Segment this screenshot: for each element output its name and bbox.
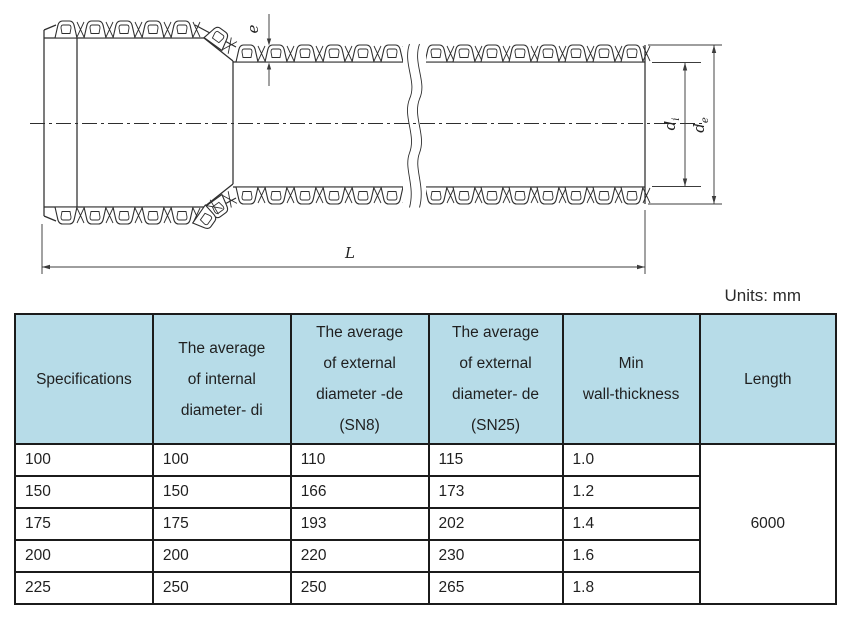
- cell-length: 6000: [698, 443, 838, 605]
- cell-spec: 150: [14, 475, 154, 509]
- dimension-length: L: [41, 210, 646, 274]
- cell-di: 200: [151, 539, 292, 573]
- cell-de-sn25: 173: [427, 475, 564, 509]
- header-specifications: Specifications: [14, 313, 154, 445]
- cell-wall: 1.6: [561, 539, 701, 573]
- specification-table: Specifications The average of internal d…: [14, 313, 838, 605]
- cell-di: 150: [151, 475, 292, 509]
- cell-wall: 1.8: [561, 571, 701, 605]
- cell-di: 250: [151, 571, 292, 605]
- cell-wall: 1.4: [561, 507, 701, 541]
- cell-spec: 175: [14, 507, 154, 541]
- table-row: 150 150 166 173 1.2: [14, 475, 836, 509]
- cell-spec: 200: [14, 539, 154, 573]
- dim-de-label: de: [690, 117, 711, 133]
- cell-de-sn25: 230: [427, 539, 564, 573]
- table-header-row: Specifications The average of internal d…: [14, 313, 838, 445]
- cell-de-sn8: 220: [289, 539, 430, 573]
- cell-wall: 1.0: [561, 443, 701, 477]
- dim-di-label: di: [661, 118, 682, 131]
- header-length: Length: [698, 313, 838, 445]
- dim-e-label: e: [244, 24, 262, 33]
- table-row: 100 100 110 115 1.0 6000: [14, 443, 838, 605]
- cell-de-sn25: 202: [427, 507, 564, 541]
- cell-di: 175: [151, 507, 292, 541]
- pipe-taper: [192, 23, 239, 234]
- table-row: 225 250 250 265 1.8: [14, 571, 836, 605]
- header-external-diameter-sn8: The average of external diameter -de (SN…: [289, 313, 430, 445]
- cell-spec: 225: [14, 571, 154, 605]
- cell-de-sn8: 250: [289, 571, 430, 605]
- pipe-technical-drawing: e di de L: [30, 14, 722, 274]
- units-label: Units: mm: [724, 286, 802, 305]
- pipe-body: [233, 44, 651, 205]
- pipe-socket: [43, 20, 204, 225]
- dimension-di: di: [652, 62, 701, 187]
- header-internal-diameter: The average of internal diameter- di: [151, 313, 292, 445]
- dim-length-label: L: [344, 244, 355, 262]
- table-row: 200 200 220 230 1.6: [14, 539, 836, 573]
- cell-de-sn25: 115: [427, 443, 564, 477]
- table-row: 175 175 193 202 1.4: [14, 507, 836, 541]
- pipe-break-symbol: [403, 43, 426, 208]
- header-external-diameter-sn25: The average of external diameter- de (SN…: [427, 313, 564, 445]
- cell-di: 100: [151, 443, 292, 477]
- cell-de-sn8: 110: [289, 443, 430, 477]
- cell-wall: 1.2: [561, 475, 701, 509]
- cell-de-sn8: 166: [289, 475, 430, 509]
- dimension-de: de: [648, 44, 722, 205]
- cell-de-sn25: 265: [427, 571, 564, 605]
- header-min-wall-thickness: Min wall-thickness: [561, 313, 701, 445]
- dimension-e: e: [244, 14, 272, 86]
- cell-spec: 100: [14, 443, 154, 477]
- cell-de-sn8: 193: [289, 507, 430, 541]
